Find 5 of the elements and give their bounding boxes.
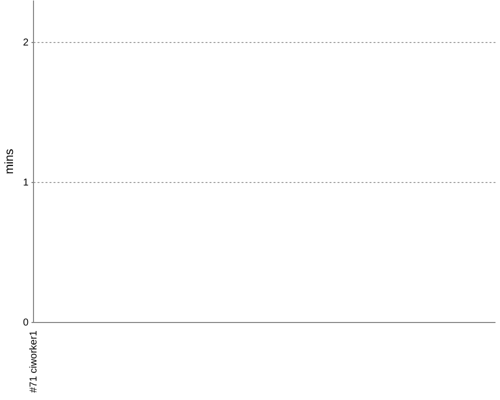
y-axis-title: mins [2, 148, 16, 174]
y-tick-label: 1 [22, 178, 29, 188]
x-tick-label: #71 ciworker1 [28, 330, 40, 393]
y-tick-label: 2 [22, 38, 29, 48]
y-tick-label: 0 [22, 318, 29, 328]
